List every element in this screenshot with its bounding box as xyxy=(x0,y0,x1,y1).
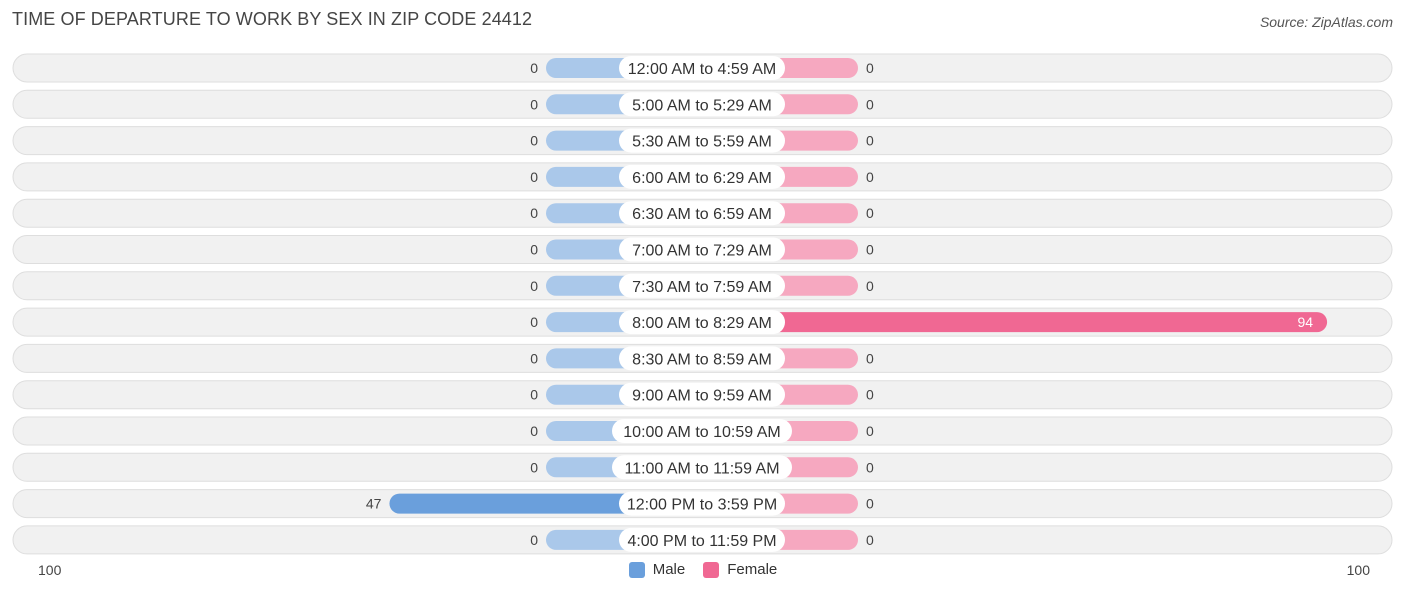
category-label-bg xyxy=(619,201,785,226)
value-label-female: 0 xyxy=(866,60,874,76)
value-label-male: 0 xyxy=(530,205,538,221)
legend-swatch-female xyxy=(703,561,720,578)
value-label-female: 0 xyxy=(866,169,874,185)
value-label-female: 0 xyxy=(866,242,874,258)
category-label: 12:00 AM to 4:59 AM xyxy=(628,61,777,78)
category-label-bg xyxy=(619,164,785,189)
value-label-male: 0 xyxy=(530,314,538,330)
category-label: 7:00 AM to 7:29 AM xyxy=(632,243,772,260)
value-label-female: 94 xyxy=(1298,314,1314,330)
bar-female xyxy=(702,312,1328,333)
value-label-female: 0 xyxy=(866,459,874,475)
source-label: Source: ZipAtlas.com xyxy=(1259,14,1393,30)
value-label-female: 0 xyxy=(866,532,874,548)
category-label: 6:30 AM to 6:59 AM xyxy=(632,206,772,223)
value-label-female: 0 xyxy=(866,96,874,112)
category-label: 5:00 AM to 5:29 AM xyxy=(632,97,772,114)
value-label-female: 0 xyxy=(866,278,874,294)
axis-left-label: 100 xyxy=(38,562,62,578)
value-label-female: 0 xyxy=(866,205,874,221)
category-label-bg xyxy=(619,56,785,80)
category-label-bg xyxy=(619,128,785,153)
category-label: 5:30 AM to 5:59 AM xyxy=(632,134,772,151)
category-label-bg xyxy=(619,92,785,117)
category-label: 11:00 AM to 11:59 AM xyxy=(624,460,779,477)
category-label-bg xyxy=(619,237,785,262)
legend-label-male: Male xyxy=(652,561,686,578)
category-label-bg xyxy=(619,310,785,335)
value-label-female: 0 xyxy=(866,496,874,512)
category-label-bg xyxy=(619,491,785,516)
category-label-bg xyxy=(619,346,785,371)
category-label: 9:00 AM to 9:59 AM xyxy=(632,388,772,405)
category-label-bg xyxy=(619,273,785,298)
value-label-male: 0 xyxy=(530,459,538,475)
value-label-female: 0 xyxy=(866,423,874,439)
category-label: 10:00 AM to 10:59 AM xyxy=(623,424,780,441)
category-label-bg xyxy=(612,455,792,480)
category-label: 6:00 AM to 6:29 AM xyxy=(632,170,772,187)
legend: Male Female xyxy=(0,561,1406,578)
legend-item-male: Male xyxy=(628,561,686,578)
value-label-male: 0 xyxy=(530,133,538,149)
value-label-male: 0 xyxy=(530,532,538,548)
category-label: 4:00 PM to 11:59 PM xyxy=(627,533,776,550)
value-label-male: 0 xyxy=(530,242,538,258)
category-label: 8:30 AM to 8:59 AM xyxy=(632,351,772,368)
axis-right-label: 100 xyxy=(1346,562,1370,578)
value-label-male: 0 xyxy=(530,60,538,76)
value-label-male: 0 xyxy=(530,350,538,366)
value-label-female: 0 xyxy=(866,133,874,149)
legend-label-female: Female xyxy=(727,561,778,578)
category-label-bg xyxy=(619,527,785,552)
value-label-male: 0 xyxy=(530,96,538,112)
category-label-bg xyxy=(612,419,792,443)
value-label-male: 0 xyxy=(530,387,538,403)
value-label-male: 0 xyxy=(530,169,538,185)
category-label: 8:00 AM to 8:29 AM xyxy=(632,315,772,332)
value-label-male: 47 xyxy=(366,496,382,512)
value-label-male: 0 xyxy=(530,423,538,439)
category-label-bg xyxy=(619,382,785,407)
category-label: 12:00 PM to 3:59 PM xyxy=(627,497,777,514)
category-label: 7:30 AM to 7:59 AM xyxy=(632,279,772,296)
value-label-female: 0 xyxy=(866,350,874,366)
legend-swatch-male xyxy=(628,561,645,578)
value-label-female: 0 xyxy=(866,387,874,403)
chart-title: TIME OF DEPARTURE TO WORK BY SEX IN ZIP … xyxy=(12,9,533,29)
legend-item-female: Female xyxy=(703,561,777,578)
value-label-male: 0 xyxy=(530,278,538,294)
